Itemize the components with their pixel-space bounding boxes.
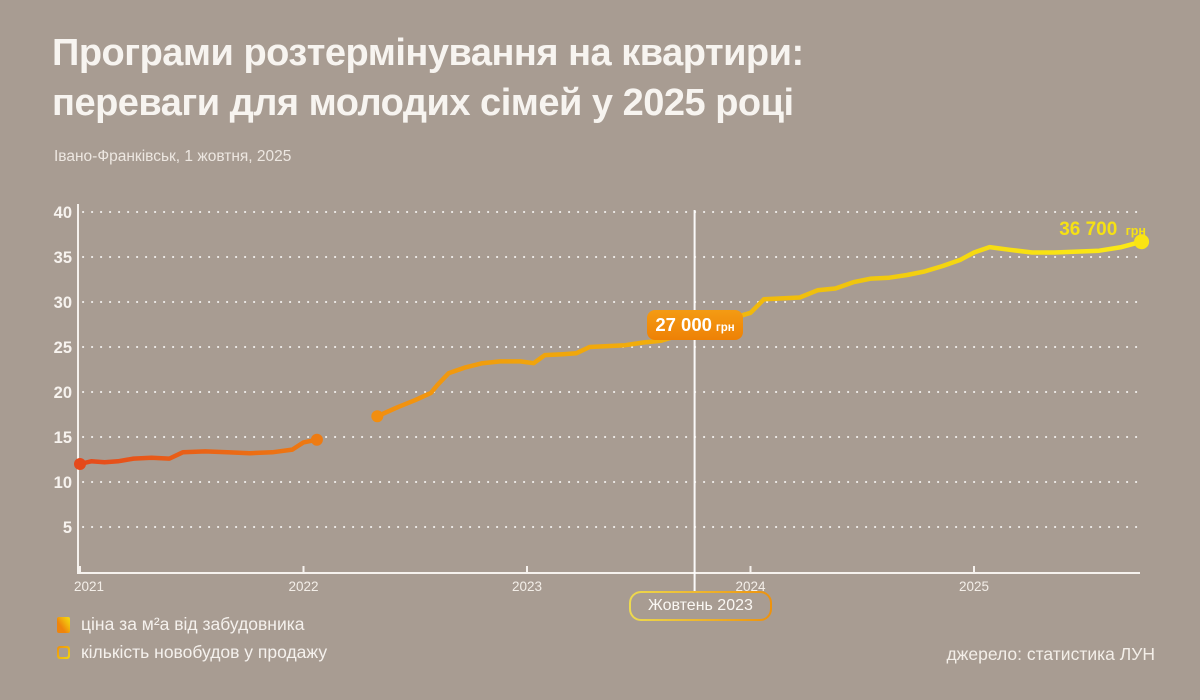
final-price-unit: грн bbox=[1125, 224, 1146, 238]
legend-label-price: ціна за м²а від забудовника bbox=[81, 614, 305, 634]
subtitle: Івано-Франківськ, 1 жовтня, 2025 bbox=[54, 148, 292, 165]
x-tick-label-2024: 2024 bbox=[735, 579, 766, 594]
price-annotation-unit: грн bbox=[715, 321, 735, 334]
legend-item-newbuilds: кількість новобудов у продажу bbox=[57, 642, 327, 663]
legend-label-newbuilds: кількість новобудов у продажу bbox=[81, 642, 328, 662]
newbuilds-swatch-icon bbox=[57, 646, 70, 659]
x-tick-label-2025: 2025 bbox=[959, 579, 989, 594]
price-line-segment-2 bbox=[375, 239, 1144, 419]
x-tick-label-2022: 2022 bbox=[288, 579, 318, 594]
price-point-dot-3 bbox=[371, 410, 384, 423]
y-tick-label-20: 20 bbox=[54, 384, 72, 402]
legend: ціна за м²а від забудовника кількість но… bbox=[57, 614, 327, 670]
y-tick-label-40: 40 bbox=[54, 204, 72, 222]
price-point-dot-4 bbox=[1134, 234, 1150, 250]
legend-item-price: ціна за м²а від забудовника bbox=[57, 614, 327, 635]
title-line-1: Програми розтермінування на квартири: bbox=[52, 32, 804, 74]
x-tick-label-2023: 2023 bbox=[512, 579, 542, 594]
y-tick-label-10: 10 bbox=[54, 474, 72, 492]
y-tick-label-25: 25 bbox=[54, 339, 72, 357]
y-tick-label-5: 5 bbox=[63, 519, 72, 537]
price-annotation-badge: 27 000 грн bbox=[647, 310, 743, 340]
final-price-label: 36 700 грн bbox=[946, 219, 1146, 241]
y-tick-label-15: 15 bbox=[54, 429, 72, 447]
final-price-value: 36 700 bbox=[1059, 219, 1118, 240]
price-swatch-icon bbox=[57, 616, 70, 633]
price-point-dot-2 bbox=[310, 433, 323, 446]
page-title: Програми розтермінування на квартири: пе… bbox=[52, 28, 804, 128]
price-line-segment-1 bbox=[77, 437, 320, 467]
title-line-2: переваги для молодих сімей у 2025 році bbox=[52, 82, 794, 124]
price-annotation-value: 27 000 bbox=[655, 314, 712, 335]
y-tick-label-30: 30 bbox=[54, 294, 72, 312]
x-tick-label-2021: 2021 bbox=[74, 579, 104, 594]
date-marker-label: Жовтень 2023 bbox=[631, 593, 770, 619]
price-point-dot-1 bbox=[74, 458, 86, 470]
source-credit: джерело: статистика ЛУН bbox=[946, 644, 1155, 664]
y-tick-label-35: 35 bbox=[54, 249, 72, 267]
date-marker-badge: Жовтень 2023 bbox=[629, 591, 772, 621]
